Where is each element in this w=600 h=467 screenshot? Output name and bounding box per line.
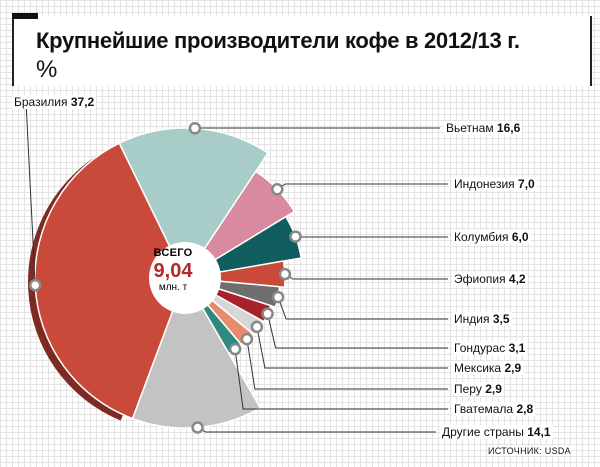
chart-subtitle: % bbox=[36, 56, 58, 83]
slice-7-label-name: Мексика bbox=[454, 361, 502, 375]
slice-9-label-value: 2,8 bbox=[516, 402, 534, 416]
slice-3-label-value: 6,0 bbox=[511, 230, 529, 244]
slice-3-marker bbox=[289, 230, 302, 243]
slice-2-label-value: 7,0 bbox=[518, 177, 535, 191]
leader-lines bbox=[25, 101, 448, 434]
slice-6-marker bbox=[261, 307, 274, 321]
slice-3-label-name: Колумбия bbox=[454, 230, 509, 244]
slice-1-label-name: Вьетнам bbox=[446, 121, 494, 135]
slice-9-marker bbox=[228, 342, 242, 356]
slice-10-label: Другие страны 14,1 bbox=[440, 425, 553, 439]
slice-8-label: Перу 2,9 bbox=[452, 382, 504, 396]
slice-7-label: Мексика 2,9 bbox=[452, 361, 524, 375]
slice-6-label-name: Гондурас bbox=[454, 341, 506, 355]
slice-8-marker bbox=[240, 332, 254, 346]
slice-5-leader bbox=[277, 296, 448, 320]
slice-9-label-name: Гватемала bbox=[454, 402, 514, 416]
slice-1-marker bbox=[188, 122, 202, 135]
slice-5-marker bbox=[271, 290, 285, 304]
slice-7-leader bbox=[256, 326, 448, 369]
slice-2-label-name: Индонезия bbox=[454, 177, 515, 191]
slice-10-label-name: Другие страны bbox=[442, 425, 524, 439]
slice-8-label-value: 2,9 bbox=[485, 382, 502, 396]
slice-3-label: Колумбия 6,0 bbox=[452, 230, 531, 244]
slice-4-label-value: 4,2 bbox=[508, 272, 526, 286]
slice-4-label-name: Эфиопия bbox=[454, 272, 506, 286]
slice-10-leader bbox=[197, 427, 436, 433]
slice-2-marker bbox=[271, 183, 284, 196]
slice-11-label-name: Бразилия bbox=[14, 95, 68, 109]
slice-7-marker bbox=[250, 320, 264, 334]
slice-4-label: Эфиопия 4,2 bbox=[452, 272, 528, 286]
slice-7-label-value: 2,9 bbox=[504, 361, 522, 375]
slice-1-label-value: 16,6 bbox=[496, 121, 521, 135]
slice-11-leader bbox=[25, 101, 36, 286]
slice-4-marker bbox=[278, 267, 292, 281]
slice-4-leader bbox=[284, 273, 448, 280]
slice-11-label: Бразилия 37,2 bbox=[12, 95, 97, 109]
center-total-caption: ВСЕГО bbox=[153, 247, 193, 259]
slice-10-label-value: 14,1 bbox=[527, 425, 551, 439]
center-total-unit: млн. т bbox=[158, 282, 188, 293]
slice-1-label: Вьетнам 16,6 bbox=[444, 121, 523, 135]
slice-6-label-value: 3,1 bbox=[508, 341, 526, 355]
source-note: ИСТОЧНИК: USDA bbox=[488, 446, 571, 456]
slice-11-label-value: 37,2 bbox=[70, 95, 95, 109]
slice-11-marker bbox=[28, 278, 42, 292]
slice-2-leader bbox=[277, 183, 448, 190]
slice-8-leader bbox=[246, 339, 448, 390]
slice-9-leader bbox=[234, 349, 448, 410]
pie-center-hub bbox=[149, 242, 221, 314]
slice-5-label-name: Индия bbox=[454, 312, 490, 326]
center-total-value: 9,04 bbox=[153, 260, 193, 282]
slice-6-leader bbox=[267, 313, 448, 349]
pie-slices bbox=[34, 127, 303, 429]
chart-title: Крупнейшие производители кофе в 2012/13 … bbox=[36, 28, 520, 53]
title-box: Крупнейшие производители кофе в 2012/13 … bbox=[12, 13, 592, 86]
center-total: ВСЕГО 9,04 млн. т bbox=[145, 248, 201, 293]
slice-10-marker bbox=[191, 421, 204, 434]
slice-5-label: Индия 3,5 bbox=[452, 312, 512, 326]
slice-6-label: Гондурас 3,1 bbox=[452, 341, 528, 355]
slice-9-label: Гватемала 2,8 bbox=[452, 402, 536, 416]
slice-2-label: Индонезия 7,0 bbox=[452, 177, 537, 191]
slice-8-label-name: Перу bbox=[454, 382, 482, 396]
slice-5-label-value: 3,5 bbox=[492, 312, 510, 326]
